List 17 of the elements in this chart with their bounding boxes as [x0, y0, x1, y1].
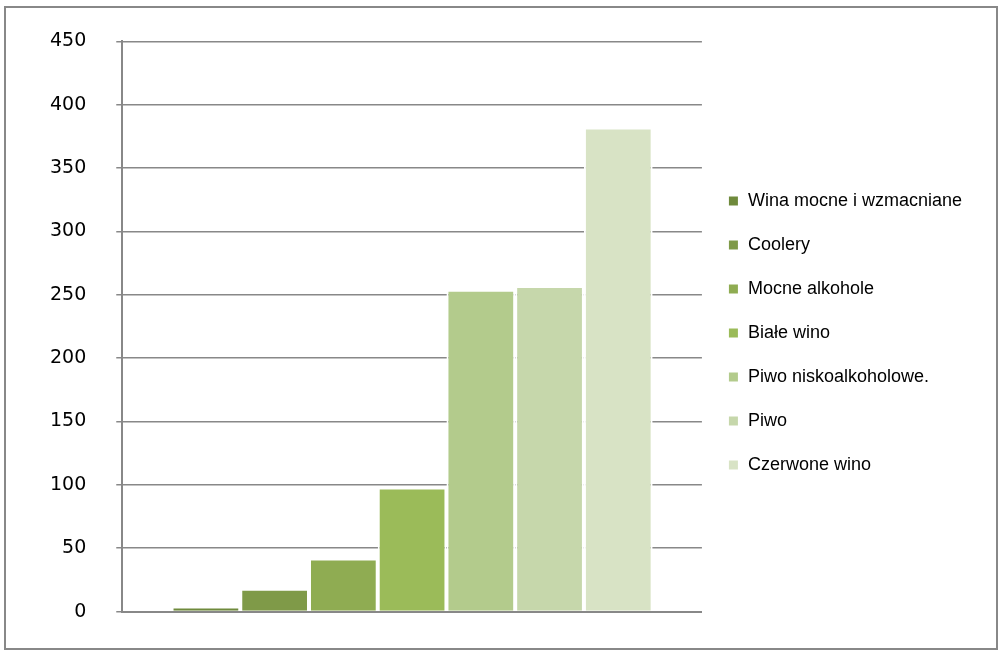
y-tick-label: 400 — [50, 91, 87, 114]
legend-label: Piwo niskoalkoholowe. — [747, 365, 930, 386]
legend-label: Piwo — [747, 409, 787, 430]
y-tick-label: 50 — [62, 535, 87, 558]
y-tick-label: 350 — [50, 155, 87, 178]
y-tick-label: 0 — [74, 598, 87, 621]
y-tick-label: 250 — [50, 281, 87, 304]
legend-label: Białe wino — [747, 321, 830, 342]
y-tick-label: 100 — [50, 471, 87, 494]
legend-label: Czerwone wino — [747, 453, 871, 474]
y-tick-label: 200 — [50, 345, 87, 368]
legend-label: Mocne alkohole — [747, 277, 875, 298]
y-tick-label: 450 — [50, 28, 87, 51]
legend-label: Wina mocne i wzmacniane — [747, 189, 963, 210]
y-tick-label: 150 — [50, 408, 87, 431]
y-tick-label: 300 — [50, 218, 87, 241]
legend-label: Coolery — [747, 233, 810, 254]
